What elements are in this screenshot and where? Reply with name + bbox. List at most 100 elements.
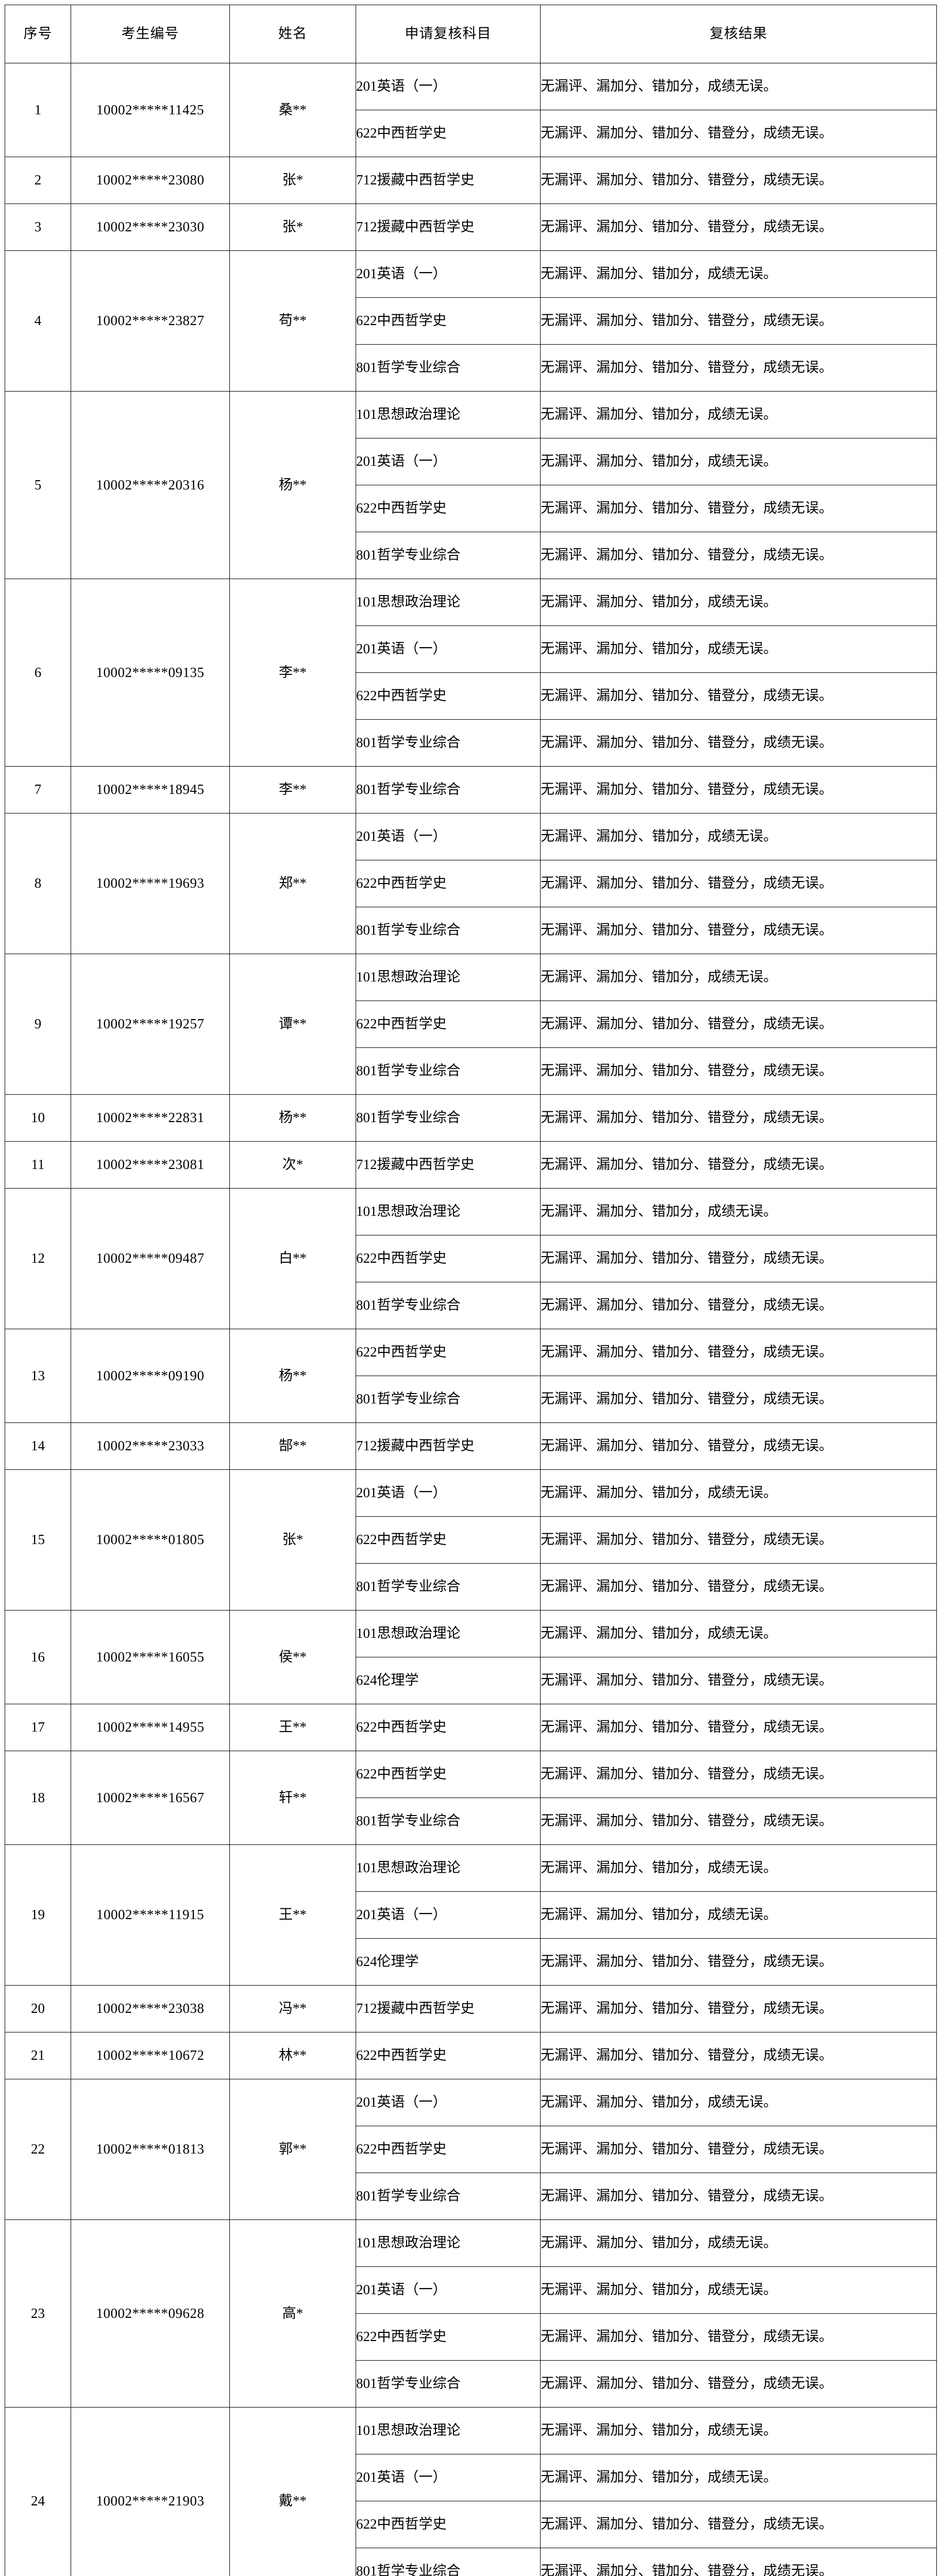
cell-name: 侯**	[229, 1610, 356, 1704]
cell-seq: 24	[5, 2407, 71, 2576]
table-row: 622中西哲学史 无漏评、漏加分、错加分、错登分，成绩无误。	[5, 110, 937, 157]
cell-subject: 712援藏中西哲学史	[356, 1985, 541, 2032]
cell-result: 无漏评、漏加分、错加分、错登分，成绩无误。	[540, 719, 937, 767]
column-header-exam-no: 考生编号	[71, 5, 230, 63]
table-header: 序号 考生编号 姓名 申请复核科目 复核结果	[5, 5, 937, 63]
table-row: 622中西哲学史 无漏评、漏加分、错加分、错登分，成绩无误。	[5, 2313, 937, 2361]
cell-result: 无漏评、漏加分、错加分、错登分，成绩无误。	[540, 766, 937, 814]
table-row: 801哲学专业综合 无漏评、漏加分、错加分、错登分，成绩无误。	[5, 1798, 937, 1845]
cell-result: 无漏评、漏加分、错加分，成绩无误。	[540, 1891, 937, 1939]
cell-result: 无漏评、漏加分、错加分、错登分，成绩无误。	[540, 1516, 937, 1564]
cell-name: 高*	[229, 2219, 356, 2408]
cell-exam-no: 10002*****16055	[71, 1610, 230, 1704]
table-row: 6 10002*****09135 李** 101思想政治理论 无漏评、漏加分、错加分，…	[5, 579, 937, 767]
cell-seq: 20	[5, 1985, 71, 2032]
cell-subject: 801哲学专业综合	[356, 1282, 541, 1329]
cell-exam-no: 10002*****01813	[71, 2079, 230, 2220]
cell-name: 桑**	[229, 63, 356, 157]
cell-subject: 801哲学专业综合	[356, 2360, 541, 2408]
cell-subject: 712援藏中西哲学史	[356, 204, 541, 251]
cell-result: 无漏评、漏加分、错加分，成绩无误。	[540, 625, 937, 673]
cell-subject: 801哲学专业综合	[356, 532, 541, 579]
table-row: 21 10002*****10672 林** 622中西哲学史 无漏评、漏加分、错加分、…	[5, 2032, 937, 2079]
cell-result: 无漏评、漏加分、错加分，成绩无误。	[540, 2266, 937, 2314]
cell-name: 谭**	[229, 954, 356, 1095]
cell-exam-no: 10002*****16567	[71, 1751, 230, 1845]
cell-seq: 7	[5, 766, 71, 814]
cell-result: 无漏评、漏加分、错加分、错登分，成绩无误。	[540, 1376, 937, 1423]
cell-seq: 23	[5, 2219, 71, 2408]
table-row: 201英语（一） 无漏评、漏加分、错加分，成绩无误。	[5, 1891, 937, 1939]
cell-subject: 201英语（一）	[356, 2266, 541, 2314]
cell-result: 无漏评、漏加分、错加分、错登分，成绩无误。	[540, 297, 937, 345]
cell-name: 戴**	[229, 2407, 356, 2576]
table-row: 23 10002*****09628 高* 101思想政治理论 无漏评、漏加分、错加分，…	[5, 2219, 937, 2408]
cell-exam-no: 10002*****11915	[71, 1844, 230, 1986]
cell-result: 无漏评、漏加分、错加分，成绩无误。	[540, 250, 937, 298]
table-row: 201英语（一） 无漏评、漏加分、错加分，成绩无误。	[5, 2454, 937, 2501]
table-row: 801哲学专业综合 无漏评、漏加分、错加分、错登分，成绩无误。	[5, 2548, 937, 2576]
cell-result: 无漏评、漏加分、错加分、错登分，成绩无误。	[540, 1282, 937, 1329]
cell-subject: 101思想政治理论	[356, 1188, 541, 1235]
cell-subject: 201英语（一）	[356, 63, 541, 110]
cell-subject: 624伦理学	[356, 1657, 541, 1704]
cell-subject: 622中西哲学史	[356, 860, 541, 907]
table-row: 801哲学专业综合 无漏评、漏加分、错加分、错登分，成绩无误。	[5, 907, 937, 954]
cell-subject: 624伦理学	[356, 1938, 541, 1986]
cell-result: 无漏评、漏加分、错加分，成绩无误。	[540, 438, 937, 485]
cell-result: 无漏评、漏加分、错加分，成绩无误。	[540, 63, 937, 110]
table-row: 7 10002*****18945 李** 801哲学专业综合 无漏评、漏加分、错加分、…	[5, 766, 937, 814]
cell-subject: 201英语（一）	[356, 625, 541, 673]
cell-result: 无漏评、漏加分、错加分，成绩无误。	[540, 2454, 937, 2501]
table-row: 622中西哲学史 无漏评、漏加分、错加分、错登分，成绩无误。	[5, 1516, 937, 1564]
cell-subject: 801哲学专业综合	[356, 1798, 541, 1845]
table-row: 201英语（一） 无漏评、漏加分、错加分，成绩无误。	[5, 438, 937, 485]
cell-name: 王**	[229, 1844, 356, 1986]
cell-subject: 622中西哲学史	[356, 2032, 541, 2079]
cell-result: 无漏评、漏加分、错加分、错登分，成绩无误。	[540, 110, 937, 157]
cell-name: 张*	[229, 1469, 356, 1611]
cell-subject: 801哲学专业综合	[356, 344, 541, 392]
table-row: 622中西哲学史 无漏评、漏加分、错加分、错登分，成绩无误。	[5, 1235, 937, 1282]
cell-exam-no: 10002*****01805	[71, 1469, 230, 1611]
cell-exam-no: 10002*****09135	[71, 579, 230, 767]
table-row: 622中西哲学史 无漏评、漏加分、错加分、错登分，成绩无误。	[5, 2126, 937, 2173]
cell-subject: 622中西哲学史	[356, 1001, 541, 1048]
cell-result: 无漏评、漏加分、错加分、错登分，成绩无误。	[540, 907, 937, 954]
cell-name: 林**	[229, 2032, 356, 2079]
cell-exam-no: 10002*****09487	[71, 1188, 230, 1329]
column-header-subject: 申请复核科目	[356, 5, 541, 63]
cell-result: 无漏评、漏加分、错加分、错登分，成绩无误。	[540, 1798, 937, 1845]
table-row: 622中西哲学史 无漏评、漏加分、错加分、错登分，成绩无误。	[5, 485, 937, 532]
table-row: 9 10002*****19257 谭** 101思想政治理论 无漏评、漏加分、错加分，…	[5, 954, 937, 1095]
cell-subject: 622中西哲学史	[356, 1704, 541, 1751]
cell-name: 郑**	[229, 813, 356, 954]
table-row: 801哲学专业综合 无漏评、漏加分、错加分、错登分，成绩无误。	[5, 1282, 937, 1329]
table-row: 12 10002*****09487 白** 101思想政治理论 无漏评、漏加分、错加分…	[5, 1188, 937, 1329]
cell-subject: 622中西哲学史	[356, 1751, 541, 1798]
cell-result: 无漏评、漏加分、错加分、错登分，成绩无误。	[540, 1657, 937, 1704]
cell-exam-no: 10002*****09190	[71, 1329, 230, 1423]
cell-result: 无漏评、漏加分、错加分、错登分，成绩无误。	[540, 485, 937, 532]
cell-result: 无漏评、漏加分、错加分，成绩无误。	[540, 391, 937, 438]
cell-result: 无漏评、漏加分、错加分，成绩无误。	[540, 1469, 937, 1517]
table-row: 622中西哲学史 无漏评、漏加分、错加分、错登分，成绩无误。	[5, 297, 937, 345]
cell-exam-no: 10002*****10672	[71, 2032, 230, 2079]
cell-result: 无漏评、漏加分、错加分，成绩无误。	[540, 2219, 937, 2267]
cell-subject: 101思想政治理论	[356, 954, 541, 1001]
table-row: 622中西哲学史 无漏评、漏加分、错加分、错登分，成绩无误。	[5, 2501, 937, 2548]
cell-subject: 101思想政治理论	[356, 579, 541, 626]
table-row: 624伦理学 无漏评、漏加分、错加分、错登分，成绩无误。	[5, 1657, 937, 1704]
cell-result: 无漏评、漏加分、错加分，成绩无误。	[540, 1610, 937, 1657]
cell-result: 无漏评、漏加分、错加分、错登分，成绩无误。	[540, 1563, 937, 1611]
cell-subject: 801哲学专业综合	[356, 719, 541, 767]
cell-subject: 801哲学专业综合	[356, 1047, 541, 1095]
cell-exam-no: 10002*****21903	[71, 2407, 230, 2576]
table-row: 20 10002*****23038 冯** 712援藏中西哲学史 无漏评、漏加分、错加…	[5, 1985, 937, 2032]
cell-subject: 622中西哲学史	[356, 672, 541, 720]
cell-subject: 712援藏中西哲学史	[356, 1422, 541, 1470]
cell-subject: 201英语（一）	[356, 250, 541, 298]
cell-seq: 17	[5, 1704, 71, 1751]
cell-seq: 11	[5, 1141, 71, 1189]
cell-result: 无漏评、漏加分、错加分、错登分，成绩无误。	[540, 2313, 937, 2361]
